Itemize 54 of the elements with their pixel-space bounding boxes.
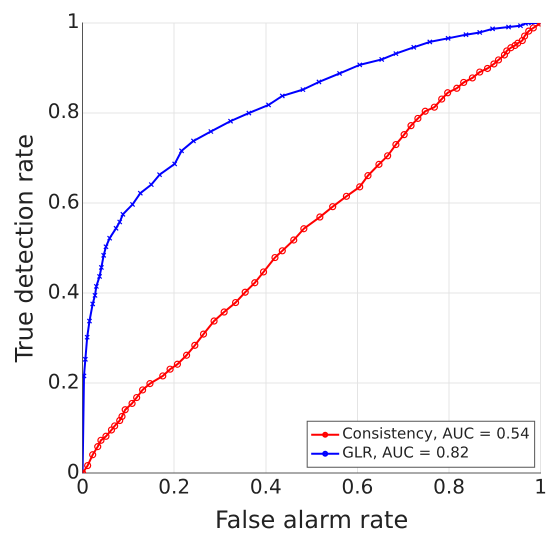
point xyxy=(280,93,286,99)
point xyxy=(106,235,112,241)
y-tick-label: 0.8 xyxy=(48,99,80,124)
point xyxy=(518,23,524,28)
x-tick-label: 0.6 xyxy=(342,474,374,498)
point xyxy=(378,56,384,62)
point xyxy=(411,44,416,50)
point xyxy=(336,70,342,76)
point xyxy=(92,292,98,298)
y-tick-label: 1 xyxy=(66,9,80,34)
point xyxy=(356,62,362,68)
point xyxy=(116,219,122,225)
point xyxy=(138,190,144,196)
point xyxy=(103,244,109,250)
point xyxy=(316,79,322,85)
legend-label: Consistency, AUC = 0.54 xyxy=(342,424,530,443)
point xyxy=(445,36,451,42)
point xyxy=(90,301,96,307)
point xyxy=(190,138,196,144)
y-tick-label: 0.2 xyxy=(48,369,80,394)
point xyxy=(506,24,512,30)
point xyxy=(100,252,106,258)
y-tick-label: 0.4 xyxy=(48,279,80,304)
point xyxy=(463,32,469,38)
point xyxy=(178,148,184,154)
point xyxy=(228,118,234,124)
point xyxy=(96,274,102,280)
x-axis-title: False alarm rate xyxy=(215,506,408,534)
x-tick-label: 1 xyxy=(534,474,548,498)
y-tick-label: 0.6 xyxy=(48,189,80,214)
point xyxy=(120,212,126,218)
x-tick-label: 0.4 xyxy=(250,474,282,498)
point xyxy=(84,334,90,340)
point xyxy=(477,30,482,36)
point xyxy=(427,39,433,45)
point xyxy=(266,102,272,108)
point xyxy=(246,110,252,116)
point xyxy=(130,202,136,208)
y-axis-title: True detection rate xyxy=(10,134,39,364)
x-tick-label: 0.2 xyxy=(158,474,190,498)
legend-label: GLR, AUC = 0.82 xyxy=(342,444,470,462)
point xyxy=(86,318,92,324)
point xyxy=(94,284,100,290)
point xyxy=(98,264,104,270)
point xyxy=(393,50,399,56)
point xyxy=(490,26,496,32)
point xyxy=(113,226,119,232)
point xyxy=(300,86,306,92)
point xyxy=(156,172,162,178)
point xyxy=(82,356,88,362)
x-tick-label: 0.8 xyxy=(433,474,465,498)
point xyxy=(172,161,178,167)
point xyxy=(148,182,154,188)
point xyxy=(208,128,214,134)
